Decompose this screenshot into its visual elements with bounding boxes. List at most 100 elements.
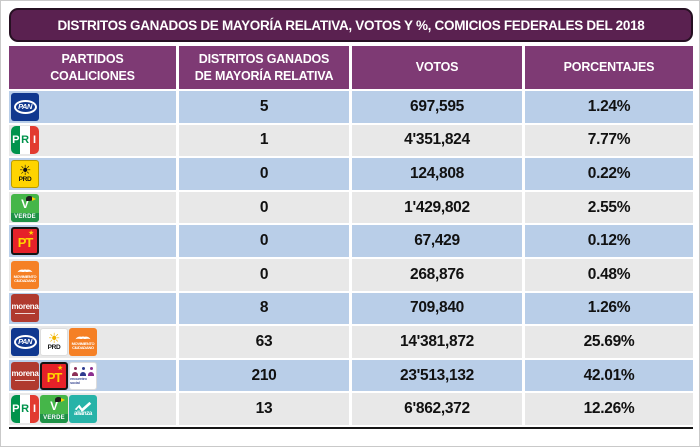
swoosh-icon: [74, 402, 92, 413]
distritos-cell: 0: [179, 258, 349, 291]
pt-logo-icon: ★ PT: [40, 361, 68, 390]
party-cell: PAN ☀ PRD MOVIMIENTO CIUDADANO: [9, 326, 176, 358]
header-distritos-line2: DE MAYORÍA RELATIVA: [194, 68, 334, 83]
table-row: MOVIMIENTO CIUDADANO 0 268,876 0.48%: [9, 258, 693, 291]
coalition-pri-verde-na-logos: P R I V VERDE: [11, 395, 97, 424]
eagle-icon: [75, 336, 91, 340]
pt-logo-icon: ★ PT: [11, 227, 39, 256]
pt-logo-label: PT: [17, 235, 34, 251]
header-porcentajes: PORCENTAJES: [525, 46, 693, 89]
porcentaje-cell: 0.22%: [525, 158, 693, 190]
party-cell: MOVIMIENTO CIUDADANO: [9, 258, 176, 291]
table-header-row: PARTIDOS COALICIONES DISTRITOS GANADOS D…: [9, 46, 693, 89]
porcentaje-cell: 25.69%: [525, 326, 693, 358]
morena-logo-icon: morena: [11, 294, 39, 323]
eagle-icon: [17, 269, 33, 273]
person-icon: [80, 366, 86, 376]
encuentro-social-logo-icon: encuentro social: [69, 361, 97, 390]
mc-logo-label: MOVIMIENTO CIUDADANO: [13, 273, 37, 284]
header-partidos: PARTIDOS COALICIONES: [9, 46, 176, 89]
votos-cell: 1'429,802: [352, 191, 522, 224]
distritos-cell: 5: [179, 91, 349, 123]
votos-cell: 67,429: [352, 225, 522, 257]
distritos-cell: 0: [179, 191, 349, 224]
votos-cell: 23'513,132: [352, 359, 522, 392]
table-row: P R I 1 4'351,824 7.77%: [9, 124, 693, 157]
table-row: V VERDE 0 1'429,802 2.55%: [9, 191, 693, 224]
table-row: P R I V VERDE: [9, 393, 693, 425]
table-row: morena ★ PT encuentro social: [9, 359, 693, 392]
table-bottom-rule: [9, 426, 693, 429]
party-cell: V VERDE: [9, 191, 176, 224]
pan-logo-label: PAN: [18, 102, 32, 112]
votos-cell: 124,808: [352, 158, 522, 190]
party-cell: P R I V VERDE: [9, 393, 176, 425]
distritos-cell: 0: [179, 158, 349, 190]
toucan-icon: [26, 195, 36, 201]
distritos-cell: 1: [179, 124, 349, 157]
header-partidos-line1: PARTIDOS: [61, 52, 124, 67]
verde-logo-icon: V VERDE: [40, 395, 68, 424]
person-icon: [72, 366, 78, 376]
header-distritos-line1: DISTRITOS GANADOS: [198, 52, 330, 67]
table-row: ☀ PRD 0 124,808 0.22%: [9, 158, 693, 190]
porcentaje-cell: 2.55%: [525, 191, 693, 224]
morena-logo-icon: morena: [11, 361, 39, 390]
party-cell: ★ PT: [9, 225, 176, 257]
distritos-cell: 13: [179, 393, 349, 425]
table-row: PAN ☀ PRD MOVIMIENTO CIUDADANO 63 14'381: [9, 326, 693, 358]
verde-logo-label: VERDE: [11, 212, 39, 222]
votos-cell: 268,876: [352, 258, 522, 291]
coalition-pan-prd-mc-logos: PAN ☀ PRD MOVIMIENTO CIUDADANO: [11, 327, 97, 356]
nueva-alianza-logo-icon: alianza: [69, 395, 97, 424]
table-row: ★ PT 0 67,429 0.12%: [9, 225, 693, 257]
morena-logo-label: morena: [11, 301, 39, 311]
sun-icon: ☀: [18, 162, 32, 179]
votos-cell: 6'862,372: [352, 393, 522, 425]
party-cell: PAN: [9, 91, 176, 123]
porcentaje-cell: 0.12%: [525, 225, 693, 257]
sun-icon: ☀: [47, 330, 61, 347]
party-cell: P R I: [9, 124, 176, 157]
votos-cell: 697,595: [352, 91, 522, 123]
votos-cell: 14'381,872: [352, 326, 522, 358]
pri-logo-icon: P R I: [11, 395, 39, 424]
table-row: PAN 5 697,595 1.24%: [9, 91, 693, 123]
porcentaje-cell: 1.26%: [525, 292, 693, 325]
coalition-morena-pt-es-logos: morena ★ PT encuentro social: [11, 361, 97, 390]
porcentaje-cell: 12.26%: [525, 393, 693, 425]
votos-cell: 709,840: [352, 292, 522, 325]
prd-logo-icon: ☀ PRD: [11, 159, 39, 188]
porcentaje-cell: 1.24%: [525, 91, 693, 123]
star-icon: ★: [57, 364, 63, 372]
results-table: PARTIDOS COALICIONES DISTRITOS GANADOS D…: [9, 46, 693, 429]
pan-logo-icon: PAN: [11, 92, 39, 121]
prd-logo-label: PRD: [18, 176, 32, 184]
distritos-cell: 210: [179, 359, 349, 392]
votos-cell: 4'351,824: [352, 124, 522, 157]
verde-logo-icon: V VERDE: [11, 193, 39, 222]
party-cell: morena: [9, 292, 176, 325]
encuentro-social-logo-label: encuentro social: [70, 375, 87, 385]
pri-logo-icon: P R I: [11, 126, 39, 155]
star-icon: ★: [28, 230, 34, 238]
distritos-cell: 0: [179, 225, 349, 257]
distritos-cell: 8: [179, 292, 349, 325]
table-row: morena 8 709,840 1.26%: [9, 292, 693, 325]
prd-logo-icon: ☀ PRD: [40, 327, 68, 356]
distritos-cell: 63: [179, 326, 349, 358]
toucan-icon: [55, 397, 65, 403]
party-cell: morena ★ PT encuentro social: [9, 359, 176, 392]
person-icon: [88, 366, 94, 376]
header-partidos-line2: COALICIONES: [50, 68, 135, 83]
movimiento-ciudadano-logo-icon: MOVIMIENTO CIUDADANO: [69, 327, 97, 356]
porcentaje-cell: 42.01%: [525, 359, 693, 392]
page-title: DISTRITOS GANADOS DE MAYORÍA RELATIVA, V…: [9, 8, 693, 42]
header-distritos: DISTRITOS GANADOS DE MAYORÍA RELATIVA: [179, 46, 349, 89]
alianza-logo-label: alianza: [74, 411, 92, 418]
porcentaje-cell: 7.77%: [525, 124, 693, 157]
pan-logo-icon: PAN: [11, 327, 39, 356]
party-cell: ☀ PRD: [9, 158, 176, 190]
movimiento-ciudadano-logo-icon: MOVIMIENTO CIUDADANO: [11, 260, 39, 289]
